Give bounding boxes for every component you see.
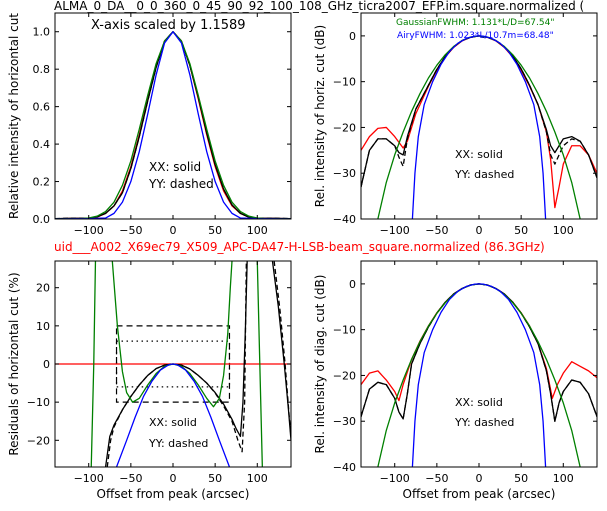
series-gaussian-line xyxy=(90,261,97,467)
legend-xx-top-left: XX: solid xyxy=(149,160,201,174)
y-axis-label: Rel. intensity of horiz. cut (dB) xyxy=(313,25,327,207)
x-tick-label: 50 xyxy=(514,224,528,237)
x-tick-label: −50 xyxy=(425,224,448,237)
y-tick-label: −20 xyxy=(333,121,356,134)
x-tick-label: −100 xyxy=(74,472,104,485)
figure-title: ALMA_0_DA__0_0_360_0_45_90_92_100_108_GH… xyxy=(54,0,584,13)
x-tick-label: 0 xyxy=(170,472,177,485)
x-tick-label: −100 xyxy=(74,224,104,237)
y-tick-label: 0.8 xyxy=(33,63,51,76)
series-yy-right-line xyxy=(273,261,291,437)
panel-top-right: GaussianFWHM: 1.131*L/D=67.54" AiryFWHM:… xyxy=(313,12,598,237)
gaussian-fwhm-label: GaussianFWHM: 1.131*L/D=67.54" xyxy=(396,18,554,28)
legend-yy-bottom-left: YY: dashed xyxy=(148,437,208,450)
y-tick-label: 0 xyxy=(349,30,356,43)
y-tick-label: −40 xyxy=(333,461,356,474)
x-tick-label: 100 xyxy=(247,224,268,237)
plot-area-top-right xyxy=(361,35,597,219)
y-tick-label: 0.2 xyxy=(33,176,51,189)
x-tick-label: −50 xyxy=(119,224,142,237)
series-airy-line xyxy=(411,35,547,219)
y-tick-label: 0 xyxy=(349,278,356,291)
y-tick-label: −10 xyxy=(27,396,50,409)
x-tick-label: −50 xyxy=(425,472,448,485)
x-tick-label: −100 xyxy=(380,472,410,485)
legend-xx-top-right: XX: solid xyxy=(455,148,503,161)
y-tick-label: 10 xyxy=(36,320,50,333)
y-tick-label: 20 xyxy=(36,282,50,295)
x-tick-label: 100 xyxy=(247,472,268,485)
x-tick-label: −100 xyxy=(380,224,410,237)
legend-xx-bottom-left: XX: solid xyxy=(149,416,197,429)
x-tick-label: 0 xyxy=(170,224,177,237)
y-tick-label: −40 xyxy=(333,213,356,226)
legend-xx-bottom-right: XX: solid xyxy=(455,396,503,409)
y-tick-label: −30 xyxy=(333,415,356,428)
plot-area-bottom-left xyxy=(55,261,291,467)
panel-top-left: X-axis scaled by 1.1589 XX: solid YY: da… xyxy=(7,12,292,237)
x-axis-label: Offset from peak (arcsec) xyxy=(97,487,250,501)
panel-bottom-left: XX: solid YY: dashed −100 −50 0 50 100−20−10… xyxy=(7,260,292,501)
y-tick-label: 0.4 xyxy=(33,138,51,151)
x-tick-label: 0 xyxy=(476,224,483,237)
panel-bottom-right: XX: solid YY: dashed −100 −50 0 50 100−40−30… xyxy=(313,260,598,501)
x-tick-label: 50 xyxy=(208,224,222,237)
figure-subtitle: uid___A002_X69ec79_X509_APC-DA47-H-LSB-b… xyxy=(54,240,545,254)
series-yy-line xyxy=(106,261,247,467)
plot-area-top-left xyxy=(55,31,291,219)
y-tick-label: −10 xyxy=(333,324,356,337)
legend-yy-bottom-right: YY: dashed xyxy=(454,416,514,429)
x-tick-label: 0 xyxy=(476,472,483,485)
x-tick-label: 100 xyxy=(553,224,574,237)
y-tick-label: 0 xyxy=(43,358,50,371)
annotation-scale: X-axis scaled by 1.1589 xyxy=(91,18,246,33)
y-tick-label: −20 xyxy=(333,369,356,382)
y-tick-label: −30 xyxy=(333,167,356,180)
x-tick-label: 50 xyxy=(208,472,222,485)
y-axis-label: Relative intensity of horizontal cut xyxy=(7,13,21,219)
x-tick-label: −50 xyxy=(119,472,142,485)
y-tick-label: 0.6 xyxy=(33,101,51,114)
y-tick-label: 1.0 xyxy=(33,26,51,39)
y-axis-label: Rel. intensity of diag. cut (dB) xyxy=(313,275,327,454)
series-xx-right-line xyxy=(271,261,291,441)
series-gaussian-right-line xyxy=(256,261,263,467)
legend-yy-top-right: YY: dashed xyxy=(454,168,514,181)
series-airy-line xyxy=(411,283,547,467)
y-tick-label: −20 xyxy=(27,434,50,447)
plot-area-bottom-right xyxy=(361,283,597,467)
x-axis-label: Offset from peak (arcsec) xyxy=(403,487,556,501)
y-axis-label: Residuals of horizontal cut (%) xyxy=(7,272,21,455)
y-tick-label: −10 xyxy=(333,76,356,89)
x-tick-label: 50 xyxy=(514,472,528,485)
series-airy-line xyxy=(115,363,231,467)
x-tick-label: 100 xyxy=(553,472,574,485)
y-tick-label: 0.0 xyxy=(33,213,51,226)
legend-yy-top-left: YY: dashed xyxy=(148,177,214,191)
series-airy-line xyxy=(55,31,291,219)
